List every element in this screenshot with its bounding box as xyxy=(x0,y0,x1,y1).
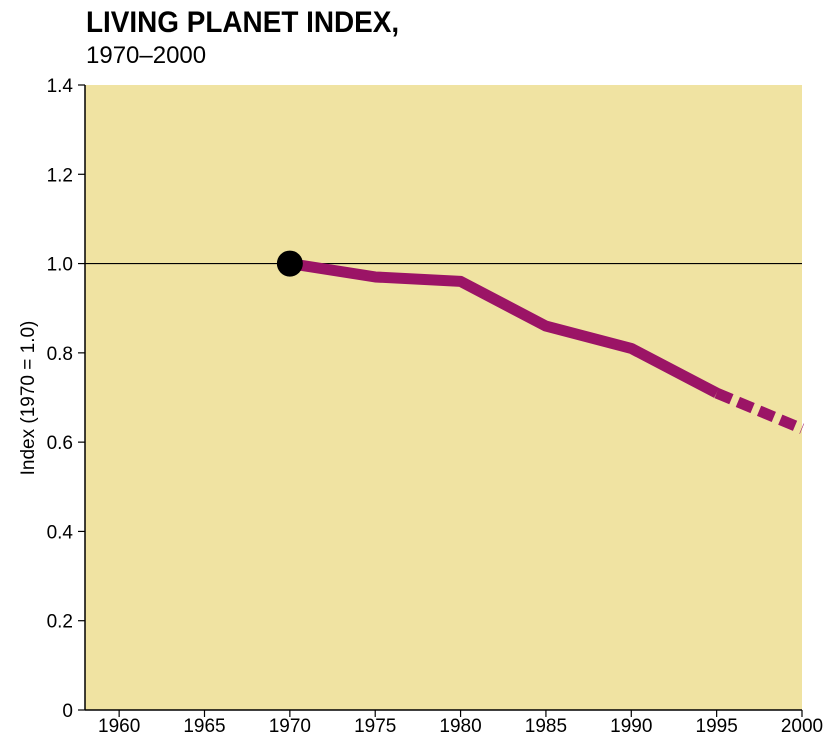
x-tick-label: 1970 xyxy=(269,716,311,736)
chart-subtitle: 1970–2000 xyxy=(86,42,207,69)
x-tick-label: 2000 xyxy=(781,716,823,736)
chart-title: LIVING PLANET INDEX, xyxy=(86,6,400,39)
x-tick-label: 1960 xyxy=(98,716,140,736)
y-tick-label: 0 xyxy=(62,701,73,722)
x-tick-label: 1985 xyxy=(525,716,567,736)
x-tick-label: 1980 xyxy=(439,716,481,736)
y-tick-label: 1.0 xyxy=(47,255,73,276)
y-tick-label: 0.8 xyxy=(47,344,73,365)
y-tick-label: 0.2 xyxy=(47,612,73,633)
y-tick-label: 1.4 xyxy=(47,76,74,97)
plot-background xyxy=(85,85,802,710)
series-line xyxy=(289,258,720,398)
x-tick-label: 1990 xyxy=(610,716,652,736)
projected-series-line xyxy=(714,387,805,434)
y-tick-label: 0.4 xyxy=(47,522,74,543)
start-marker xyxy=(276,250,303,277)
y-tick-label: 1.2 xyxy=(47,165,73,186)
y-tick-label: 0.6 xyxy=(47,433,73,454)
x-tick-label: 1965 xyxy=(183,716,225,736)
y-axis-label: Index (1970 = 1.0) xyxy=(18,321,39,476)
x-tick-label: 1975 xyxy=(354,716,396,736)
x-tick-label: 1995 xyxy=(696,716,738,736)
